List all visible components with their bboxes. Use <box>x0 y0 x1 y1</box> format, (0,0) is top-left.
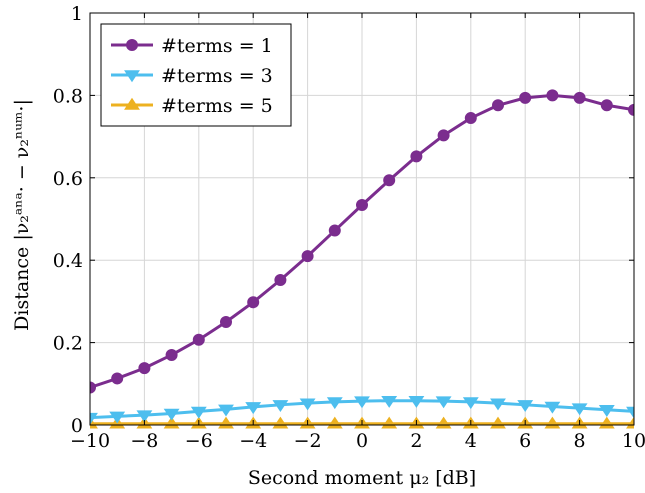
y-tick-label: 0.4 <box>53 250 83 272</box>
x-tick-label: 4 <box>465 430 477 452</box>
y-tick-label: 0 <box>71 415 83 437</box>
data-point <box>410 150 423 163</box>
data-point <box>301 250 314 263</box>
data-point <box>326 397 343 410</box>
data-point <box>272 400 289 413</box>
data-point <box>220 316 232 328</box>
x-tick-label: 8 <box>574 430 586 452</box>
x-axis-title: Second moment μ₂ [dB] <box>248 467 476 489</box>
data-point <box>546 89 559 102</box>
x-tick-label: 6 <box>519 430 531 452</box>
series-2 <box>90 395 634 425</box>
data-point <box>136 410 153 423</box>
y-tick-label: 0.6 <box>53 168 83 190</box>
data-point <box>328 224 341 237</box>
legend-marker <box>124 97 140 110</box>
data-point <box>381 395 398 408</box>
data-point <box>435 396 452 409</box>
data-point <box>165 348 178 361</box>
x-tick-label: −6 <box>185 430 213 452</box>
y-axis-title: Distance |ν₂ᵃⁿᵃ· − ν₂ⁿᵘᵐ·| <box>11 99 33 331</box>
data-point <box>490 398 506 411</box>
legend-label: #terms = 3 <box>161 65 273 87</box>
data-point <box>408 395 425 408</box>
data-point <box>163 408 180 421</box>
x-tick-label: 0 <box>356 430 368 452</box>
data-point <box>138 362 151 375</box>
data-point <box>464 112 477 125</box>
legend-marker <box>126 39 138 51</box>
legend-label: #terms = 5 <box>161 95 273 117</box>
data-point <box>492 99 504 112</box>
data-point <box>218 404 234 417</box>
data-point <box>600 99 613 112</box>
legend: #terms = 1 #terms = 3 #terms = 5 <box>100 23 292 127</box>
data-point <box>462 397 479 410</box>
data-point <box>544 401 561 414</box>
legend-label: #terms = 1 <box>161 35 273 57</box>
data-point <box>356 198 368 211</box>
data-point <box>628 103 634 116</box>
tick-labels: −10 −8 −6 −4 −2 0 2 4 6 8 10 0 0.2 0.4 0.6 0.8 1 <box>53 3 645 452</box>
data-point <box>437 129 450 142</box>
x-tick-label: 2 <box>410 430 422 452</box>
data-point <box>90 381 96 394</box>
data-point <box>626 406 634 419</box>
data-point <box>573 91 586 104</box>
data-point <box>247 296 260 309</box>
legend-marker <box>124 70 140 83</box>
data-point <box>571 403 588 416</box>
axis-ticks <box>89 12 635 426</box>
y-tick-label: 0.2 <box>53 333 83 355</box>
x-tick-label: 10 <box>622 430 645 452</box>
data-point <box>274 273 287 286</box>
data-point <box>90 412 98 425</box>
x-tick-label: −4 <box>239 430 267 452</box>
y-tick-label: 0.8 <box>53 85 83 107</box>
data-point <box>299 398 316 411</box>
data-point <box>192 333 205 346</box>
data-point <box>245 402 262 415</box>
data-point <box>517 400 534 413</box>
data-point <box>354 396 370 409</box>
data-point <box>519 91 532 104</box>
data-point <box>109 411 126 424</box>
series-1 <box>90 89 634 394</box>
data-point <box>111 372 124 385</box>
x-tick-label: −10 <box>70 430 110 452</box>
data-point <box>190 406 207 419</box>
data-point <box>383 174 396 187</box>
x-tick-label: −8 <box>130 430 158 452</box>
x-tick-label: −2 <box>294 430 322 452</box>
y-tick-label: 1 <box>71 3 83 25</box>
data-point <box>598 405 615 417</box>
